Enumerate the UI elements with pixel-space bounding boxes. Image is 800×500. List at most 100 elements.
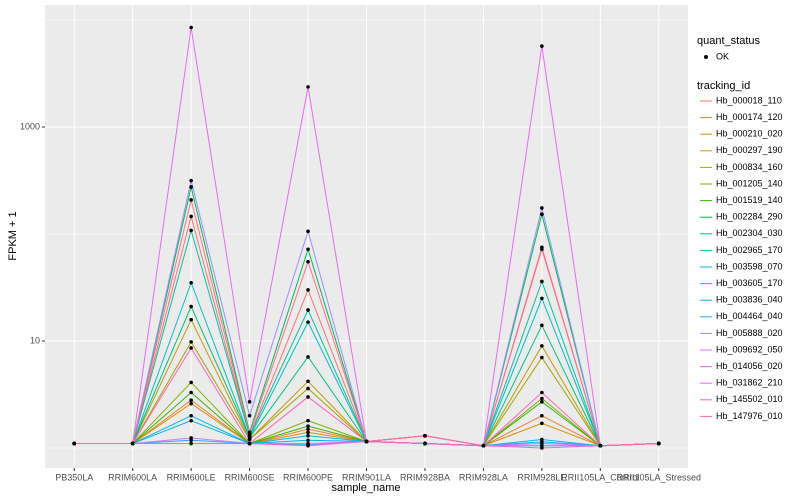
data-point bbox=[247, 413, 252, 418]
data-point bbox=[189, 346, 193, 350]
data-point bbox=[540, 390, 544, 395]
legend-label: Hb_000018_110 bbox=[716, 95, 782, 105]
y-axis-title: FPKM + 1 bbox=[7, 211, 19, 260]
legend-label: Hb_003598_070 bbox=[716, 261, 783, 271]
data-point bbox=[247, 435, 252, 440]
data-point bbox=[540, 446, 544, 450]
x-tick-label: RRIM928LA bbox=[459, 472, 508, 482]
x-tick-label: RRIM600PE bbox=[283, 472, 333, 482]
data-point bbox=[306, 427, 310, 431]
data-point bbox=[189, 390, 193, 395]
legend-label: Hb_014056_020 bbox=[716, 361, 783, 371]
x-tick-label: RRIM901LA bbox=[342, 472, 391, 482]
x-axis-title: sample_name bbox=[331, 482, 400, 494]
legend-label: Hb_009692_050 bbox=[716, 344, 783, 354]
legend-label: Hb_145502_010 bbox=[716, 394, 783, 404]
x-tick-label: RRII105LA_Stressed bbox=[616, 472, 701, 482]
data-point bbox=[189, 413, 193, 418]
legend-label: Hb_003605_170 bbox=[716, 278, 783, 288]
data-point bbox=[306, 424, 310, 428]
data-point bbox=[306, 430, 310, 435]
data-point bbox=[423, 433, 427, 438]
data-point bbox=[306, 418, 310, 423]
legend-label: Hb_000297_190 bbox=[716, 145, 783, 155]
legend-label: Hb_000210_020 bbox=[716, 129, 783, 139]
data-point bbox=[540, 206, 544, 210]
data-point bbox=[306, 308, 310, 312]
data-point bbox=[540, 400, 544, 404]
data-point bbox=[247, 432, 252, 436]
x-tick-label: RRIM928BA bbox=[400, 472, 450, 482]
data-point bbox=[540, 279, 544, 284]
data-point bbox=[540, 441, 544, 446]
data-point bbox=[306, 438, 310, 443]
x-tick-label: RRIM928LE bbox=[517, 472, 566, 482]
data-point bbox=[189, 441, 193, 446]
x-tick-label: PB350LA bbox=[55, 472, 93, 482]
legend-label: Hb_002965_170 bbox=[716, 245, 783, 255]
data-point bbox=[306, 433, 310, 438]
data-point bbox=[247, 441, 252, 446]
data-point bbox=[247, 400, 252, 404]
data-point bbox=[189, 304, 193, 309]
data-point bbox=[540, 413, 544, 418]
legend-label: Hb_002304_030 bbox=[716, 228, 783, 238]
legend-label: Hb_002284_290 bbox=[716, 212, 783, 222]
x-tick-label: RRIM600LE bbox=[167, 472, 216, 482]
data-point bbox=[306, 229, 310, 234]
data-point bbox=[189, 185, 193, 189]
data-point bbox=[306, 386, 310, 391]
y-tick-label: 1000 bbox=[20, 121, 40, 131]
data-point bbox=[306, 288, 310, 292]
x-tick-label: RRII105LA_Control bbox=[561, 472, 639, 482]
y-tick-label: 10 bbox=[30, 335, 40, 345]
data-point bbox=[656, 441, 661, 446]
data-point bbox=[306, 379, 310, 384]
data-point bbox=[540, 421, 544, 426]
data-point bbox=[306, 355, 310, 359]
legend-label: Hb_031862_210 bbox=[716, 378, 783, 388]
data-point bbox=[540, 344, 544, 348]
point-legend-key bbox=[704, 55, 708, 59]
data-point bbox=[189, 340, 193, 344]
data-point bbox=[540, 212, 544, 217]
legend-title: tracking_id bbox=[697, 80, 750, 92]
x-tick-label: RRIM600LA bbox=[108, 472, 157, 482]
data-point bbox=[540, 396, 544, 401]
data-point bbox=[540, 355, 544, 360]
point-legend-label: OK bbox=[716, 51, 729, 61]
data-point bbox=[540, 245, 544, 250]
legend-label: Hb_001519_140 bbox=[716, 195, 783, 205]
data-point bbox=[189, 418, 193, 423]
data-point bbox=[540, 296, 544, 301]
data-point bbox=[364, 439, 369, 444]
data-point bbox=[189, 198, 193, 202]
legend-label: Hb_005888_020 bbox=[716, 328, 783, 338]
data-point bbox=[423, 441, 427, 446]
legend-label: Hb_001205_140 bbox=[716, 178, 783, 188]
data-point bbox=[72, 441, 77, 446]
legend-label: Hb_000174_120 bbox=[716, 112, 783, 122]
data-point bbox=[540, 44, 544, 48]
data-point bbox=[540, 323, 544, 328]
data-point bbox=[130, 441, 135, 446]
data-point bbox=[306, 443, 310, 448]
legend-label: Hb_003836_040 bbox=[716, 295, 783, 305]
data-point bbox=[306, 247, 310, 252]
legend-label: Hb_000834_160 bbox=[716, 162, 783, 172]
data-point bbox=[598, 443, 603, 448]
data-point bbox=[189, 317, 193, 322]
data-point bbox=[189, 401, 193, 406]
data-point bbox=[189, 280, 193, 285]
data-point bbox=[481, 443, 486, 448]
data-point bbox=[189, 228, 193, 233]
legend-label: Hb_004464_040 bbox=[716, 311, 783, 321]
data-point bbox=[189, 214, 193, 219]
data-point bbox=[306, 320, 310, 324]
data-point bbox=[306, 259, 310, 264]
data-point bbox=[306, 85, 310, 89]
data-point bbox=[189, 178, 193, 183]
data-point bbox=[189, 25, 193, 30]
data-point bbox=[189, 436, 193, 440]
x-tick-label: RRIM600SE bbox=[225, 472, 275, 482]
